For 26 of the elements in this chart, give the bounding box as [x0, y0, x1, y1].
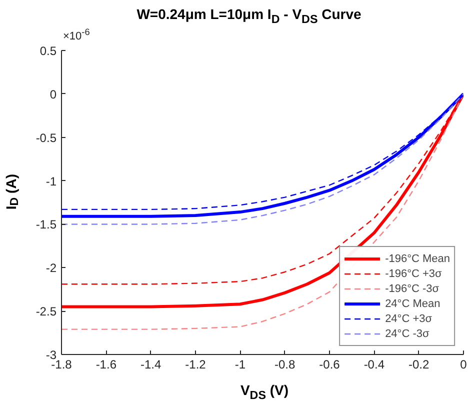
x-tick-label: -0.8 [274, 358, 296, 372]
y-tick-label: 0.5 [40, 44, 57, 58]
x-axis-title: V$_{DS}$ (V) [239, 381, 290, 404]
x-tick-label: -0.4 [364, 358, 385, 372]
legend-label: -196°C Mean [385, 252, 450, 266]
y-tick-label: -0.5 [36, 130, 57, 145]
x-tick-label: -0.6 [319, 358, 340, 372]
x-tick-label: -1.4 [140, 358, 162, 372]
legend-label: -196°C -3σ [385, 282, 440, 296]
x-tick-label: -1.6 [96, 358, 117, 372]
legend-label: -196°C +3σ [385, 266, 442, 281]
y-tick-label: -2 [46, 261, 57, 276]
x-tick-label: 0 [460, 358, 468, 372]
legend-label: 24°C -3σ [385, 326, 430, 341]
x-tick-label: -0.2 [408, 358, 430, 372]
y-tick-label: -2.5 [36, 304, 57, 319]
x-tick-label: -1 [234, 358, 246, 372]
y-tick-label: -3 [46, 348, 57, 362]
y-tick-label: -1.5 [36, 218, 57, 232]
text: ×10$^{-6}$ [63, 26, 90, 45]
legend-label: 24°C +3σ [385, 312, 432, 326]
x-tick-label: -1.2 [185, 358, 206, 372]
chart-title: W=0.24μm L=10μm I$_{D}$ - V$_{DS}$ Curve [136, 5, 362, 28]
y-tick-label: -1 [46, 174, 57, 188]
y-tick-label: 0 [50, 87, 57, 102]
legend-label: 24°C Mean [385, 296, 440, 311]
